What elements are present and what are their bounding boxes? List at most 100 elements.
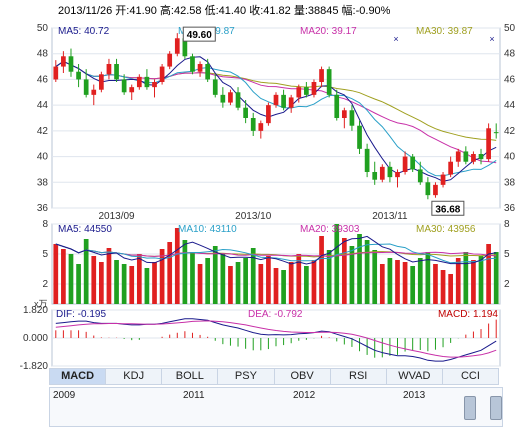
volume-bar — [258, 264, 264, 304]
candle-body — [182, 38, 188, 57]
price-tick-left: 36 — [37, 203, 49, 214]
candle-body — [440, 174, 446, 185]
macd-panel: 1.820 0.000 -1.820 DIF: -0.195 DEA: -0.792 MA… — [20, 305, 501, 372]
indicator-tabs: MACD KDJ BOLL PSY OBV RSI WVAD CCI — [49, 368, 499, 385]
macd-label: DEA: -0.792 — [248, 309, 303, 320]
candle-body — [372, 172, 378, 180]
tab-wvad[interactable]: WVAD — [387, 369, 443, 384]
volume-bar — [341, 238, 347, 304]
tab-psy[interactable]: PSY — [218, 369, 275, 384]
time-navigator[interactable]: 2009 2011 2012 2013 — [49, 387, 503, 427]
candle-body — [258, 123, 264, 131]
volume-ma-label: MA30: 43956 — [416, 224, 476, 235]
candle-body — [471, 154, 476, 162]
price-ma-label: MA5: 40.72 — [58, 26, 110, 37]
volume-bar — [174, 228, 180, 304]
candle-body — [281, 94, 286, 108]
candle-body — [433, 184, 438, 196]
tab-obv[interactable]: OBV — [275, 369, 331, 384]
candle-body — [341, 110, 347, 118]
volume-bar — [304, 266, 309, 304]
candle-body — [174, 38, 180, 54]
volume-bar — [197, 264, 203, 304]
candle-body — [106, 64, 112, 75]
macd-label: DIF: -0.195 — [56, 309, 106, 320]
volume-ma20-line — [55, 243, 497, 258]
volume-bar — [448, 274, 453, 304]
nav-left-handle[interactable] — [464, 396, 476, 420]
candle-body — [387, 166, 393, 178]
volume-bar — [136, 254, 142, 304]
candle-body — [311, 82, 317, 95]
volume-bar — [144, 268, 150, 304]
volume-bar — [402, 262, 408, 304]
volume-ma10-line — [55, 243, 497, 264]
volume-bar — [433, 264, 438, 304]
price-tick-left: 46 — [37, 74, 49, 85]
candle-body — [448, 161, 453, 175]
nav-year-label: 2012 — [293, 390, 316, 401]
volume-bar — [425, 252, 431, 304]
candle-body — [478, 154, 484, 160]
price-tick-right: 40 — [504, 152, 516, 163]
event-marker: × — [393, 34, 398, 44]
tab-macd[interactable]: MACD — [50, 369, 107, 384]
price-tick-right: 42 — [504, 126, 516, 137]
candle-body — [167, 53, 173, 67]
candle-body — [205, 64, 211, 80]
tab-rsi[interactable]: RSI — [331, 369, 387, 384]
candle-body — [334, 94, 340, 118]
volume-tick-left: 8 — [42, 219, 48, 230]
volume-bar — [190, 252, 195, 304]
candle-body — [61, 56, 66, 67]
candle-body — [273, 94, 279, 106]
price-ma20-line — [55, 60, 497, 164]
tab-cci[interactable]: CCI — [460, 370, 480, 382]
price-ma-label: MA20: 39.17 — [300, 26, 357, 37]
price-tick-right: 50 — [504, 23, 516, 34]
volume-bar — [296, 254, 302, 304]
price-tick-left: 40 — [37, 152, 49, 163]
price-tick-right: 36 — [504, 203, 516, 214]
tab-boll[interactable]: BOLL — [162, 369, 219, 384]
candle-body — [190, 56, 195, 72]
nav-year-label: 2013 — [403, 390, 426, 401]
candle-body — [144, 76, 150, 88]
candle-body — [152, 82, 157, 88]
nav-right-handle[interactable] — [490, 396, 502, 420]
candle-body — [212, 79, 218, 95]
volume-bar — [182, 240, 188, 304]
price-tick-left: 38 — [37, 177, 49, 188]
volume-tick-left: 5 — [42, 249, 48, 260]
volume-bar — [212, 246, 218, 304]
candle-body — [228, 92, 233, 103]
price-tick-right: 44 — [504, 100, 516, 111]
volume-bar — [121, 264, 127, 304]
volume-bar — [357, 234, 362, 304]
candle-body — [349, 110, 355, 126]
volume-bar — [159, 249, 165, 304]
candle-body — [91, 89, 97, 95]
macd-label: MACD: 1.194 — [438, 309, 498, 320]
volume-bar — [349, 246, 355, 304]
volume-bar — [478, 256, 484, 304]
candle-body — [220, 94, 226, 103]
volume-bar — [281, 270, 286, 304]
price-ma5-line — [55, 56, 497, 182]
candle-body — [243, 107, 248, 118]
candle-body — [68, 56, 74, 72]
volume-bar — [387, 258, 393, 304]
candle-body — [493, 132, 499, 134]
volume-bar — [152, 262, 157, 304]
tab-kdj[interactable]: KDJ — [106, 369, 163, 384]
volume-bar — [129, 266, 135, 304]
volume-bar — [311, 260, 317, 304]
volume-panel: 2 2 5 5 8 8 x万 MA5: 44550 MA10: 43110 MA20: 39303… — [34, 219, 510, 309]
volume-bar — [61, 249, 66, 304]
volume-bar — [114, 260, 119, 304]
quote-header: 2013/11/26 开:41.90 高:42.58 低:41.40 收:41.… — [58, 5, 391, 17]
volume-bar — [463, 252, 469, 304]
price-tick-left: 44 — [37, 100, 49, 111]
volume-bar — [205, 258, 211, 304]
